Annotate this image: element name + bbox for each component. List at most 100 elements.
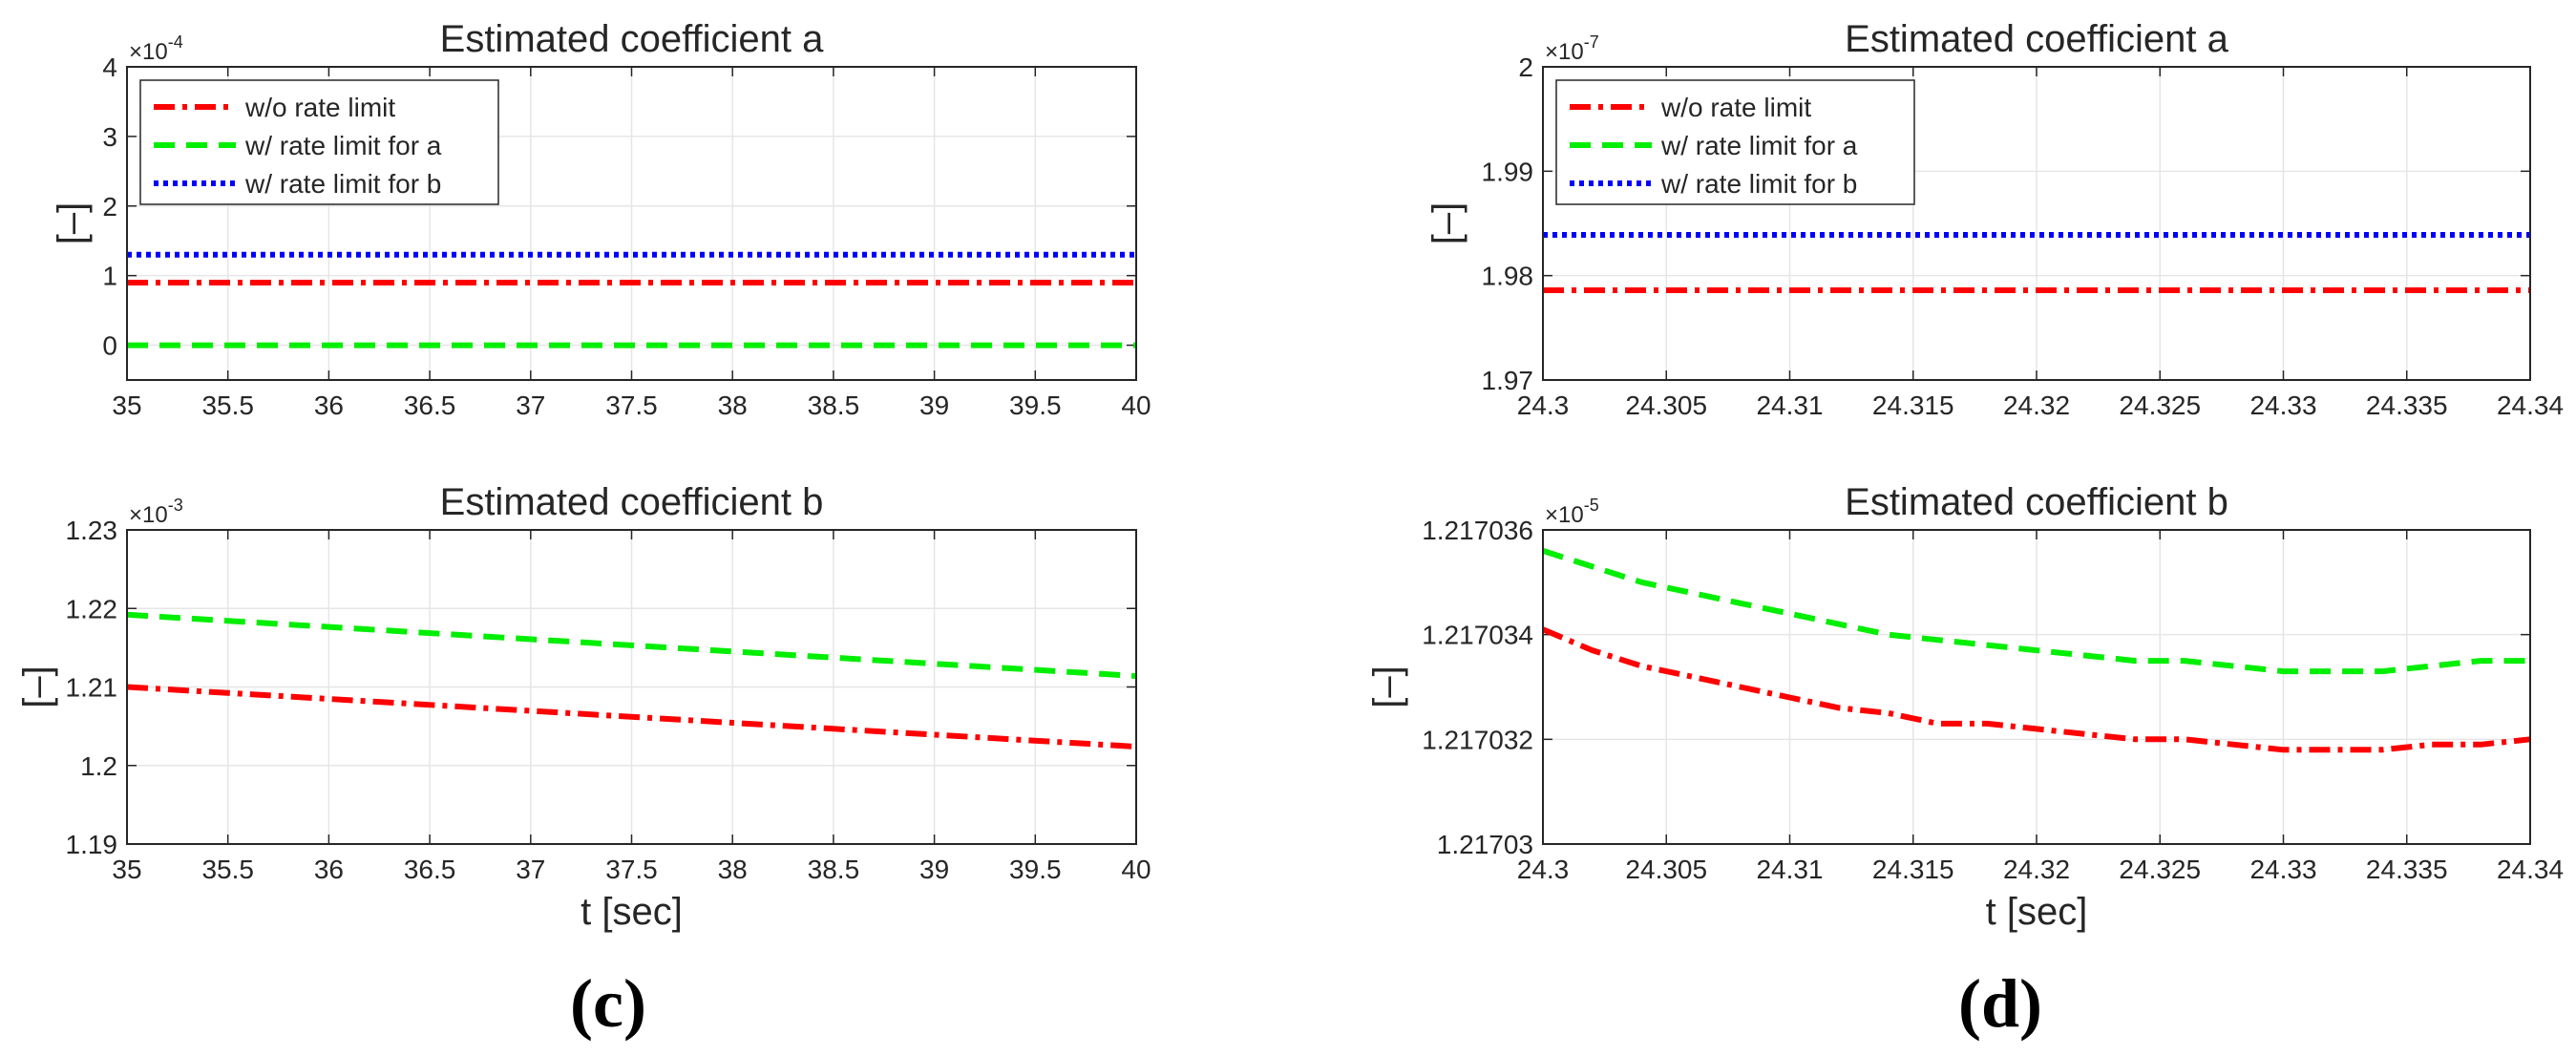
axis-multiplier: ×10-4 [129,32,183,65]
y-axis-label: [–] [1366,665,1408,708]
x-tick-label: 35.5 [201,855,254,884]
chart-c-bottom: 35 35.5 36 36.5 37 37.5 38 38.5 39 39.5 401.191.21… [16,481,1151,933]
y-tick-label: 0 [102,331,117,361]
legend: w/o rate limit w/ rate limit for a w/ rate… [1555,79,1915,205]
x-tick-label: 37.5 [605,855,658,884]
axis-multiplier-base: ×10 [1545,502,1584,528]
axis-multiplier-exponent: -7 [1584,32,1599,52]
legend-label: w/ rate limit for b [1660,169,1857,199]
y-tick-label: 3 [102,122,117,152]
y-tick-label: 1.217032 [1422,725,1533,754]
x-tick-label: 37 [516,855,545,884]
y-tick-label: 1.23 [66,516,118,545]
axis-multiplier-base: ×10 [1545,39,1584,65]
x-tick-label: 37 [516,391,545,420]
x-tick-label: 36 [314,391,344,420]
x-tick-label: 24.31 [1756,391,1823,420]
x-tick-label: 24.325 [2119,855,2201,884]
x-tick-label: 24.315 [1872,855,1954,884]
x-tick-label: 35 [112,391,141,420]
x-tick-label: 39 [919,855,949,884]
x-tick-label: 24.32 [2003,855,2070,884]
y-tick-label: 1.2 [80,751,117,781]
x-tick-label: 24.305 [1625,391,1707,420]
x-tick-label: 36.5 [404,391,456,420]
x-tick-label: 24.32 [2003,391,2070,420]
x-tick-label: 35 [112,855,141,884]
x-tick-label: 40 [1121,855,1151,884]
x-tick-label: 24.305 [1625,855,1707,884]
plot-area-frame [126,529,1137,845]
x-axis-label: t [sec] [1986,891,2088,933]
x-tick-label: 37.5 [605,391,658,420]
charts-group: 35 35.5 36 36.5 37 37.5 38 38.5 39 39.5 40 0 1 2 3 4 Est… [16,18,2564,933]
legend: w/o rate limit w/ rate limit for a w/ rate… [139,79,499,205]
legend-label: w/ rate limit for b [244,169,441,199]
x-tick-label: 24.3 [1517,391,1570,420]
series-line-wa [126,611,1137,679]
x-tick-label: 38.5 [808,391,860,420]
axis-multiplier: ×10-7 [1545,32,1599,65]
chart-d-bottom: 24.3 24.305 24.31 24.315 24.32 24.325 24.33 24.… [1366,481,2564,933]
chart-c-top: 35 35.5 36 36.5 37 37.5 38 38.5 39 39.5 40 0 1 2 3 4 Est… [51,18,1151,420]
x-tick-label: 39.5 [1009,391,1062,420]
x-tick-label: 38 [718,855,748,884]
y-tick-label: 2 [1518,53,1533,82]
axis-multiplier-exponent: -4 [168,32,183,52]
x-tick-label: 36.5 [404,855,456,884]
x-tick-label: 24.31 [1756,855,1823,884]
axis-multiplier-exponent: -5 [1584,496,1599,515]
series-line-wa [1542,548,2530,675]
axis-multiplier: ×10-5 [1545,496,1599,528]
y-tick-label: 1.217034 [1422,621,1533,650]
axis-multiplier: ×10-3 [129,496,183,528]
y-tick-label: 1.21703 [1437,830,1533,859]
series-line-wo [126,684,1137,750]
y-tick-label: 1.99 [1482,157,1534,186]
axis-multiplier-base: ×10 [129,39,168,65]
x-tick-label: 38 [718,391,748,420]
panel-label-d: (d) [1958,965,2042,1042]
chart-d-top: 24.3 24.305 24.31 24.315 24.32 24.325 24.33 24.… [1425,18,2564,420]
panel-label-c: (c) [570,965,646,1042]
y-tick-label: 1.21 [66,673,118,703]
x-tick-label: 24.3 [1517,855,1570,884]
axis-multiplier-base: ×10 [129,502,168,528]
y-axis-label: [–] [16,665,58,708]
x-tick-label: 39.5 [1009,855,1062,884]
chart-title: Estimated coefficient b [1845,481,2228,523]
x-tick-label: 24.34 [2497,855,2564,884]
x-tick-label: 24.335 [2366,391,2448,420]
y-tick-label: 1.97 [1482,366,1534,395]
x-tick-label: 40 [1121,391,1151,420]
x-tick-label: 24.33 [2249,391,2316,420]
x-tick-label: 24.33 [2249,855,2316,884]
y-tick-label: 2 [102,192,117,222]
x-tick-label: 24.34 [2497,391,2564,420]
axis-multiplier-exponent: -3 [168,496,183,515]
chart-title: Estimated coefficient b [440,481,824,523]
x-tick-label: 39 [919,391,949,420]
plot-area-frame [1542,529,2531,845]
legend-label: w/o rate limit [244,93,395,122]
y-axis-label: [–] [1425,202,1467,244]
x-tick-label: 38.5 [808,855,860,884]
x-axis-label: t [sec] [581,891,683,933]
y-tick-label: 1 [102,262,117,291]
plot-area-frame [1542,66,2531,381]
y-tick-label: 1.98 [1482,262,1534,291]
x-tick-label: 36 [314,855,344,884]
x-tick-label: 24.325 [2119,391,2201,420]
y-tick-label: 4 [102,53,117,82]
legend-label: w/ rate limit for a [244,131,442,160]
chart-title: Estimated coefficient a [1845,18,2228,60]
y-tick-label: 1.217036 [1422,516,1533,545]
plot-area-frame [126,66,1137,381]
y-tick-label: 1.19 [66,830,118,859]
legend-label: w/o rate limit [1660,93,1811,122]
y-tick-label: 1.22 [66,594,118,623]
x-tick-label: 24.335 [2366,855,2448,884]
y-axis-label: [–] [51,202,93,244]
x-tick-label: 24.315 [1872,391,1954,420]
